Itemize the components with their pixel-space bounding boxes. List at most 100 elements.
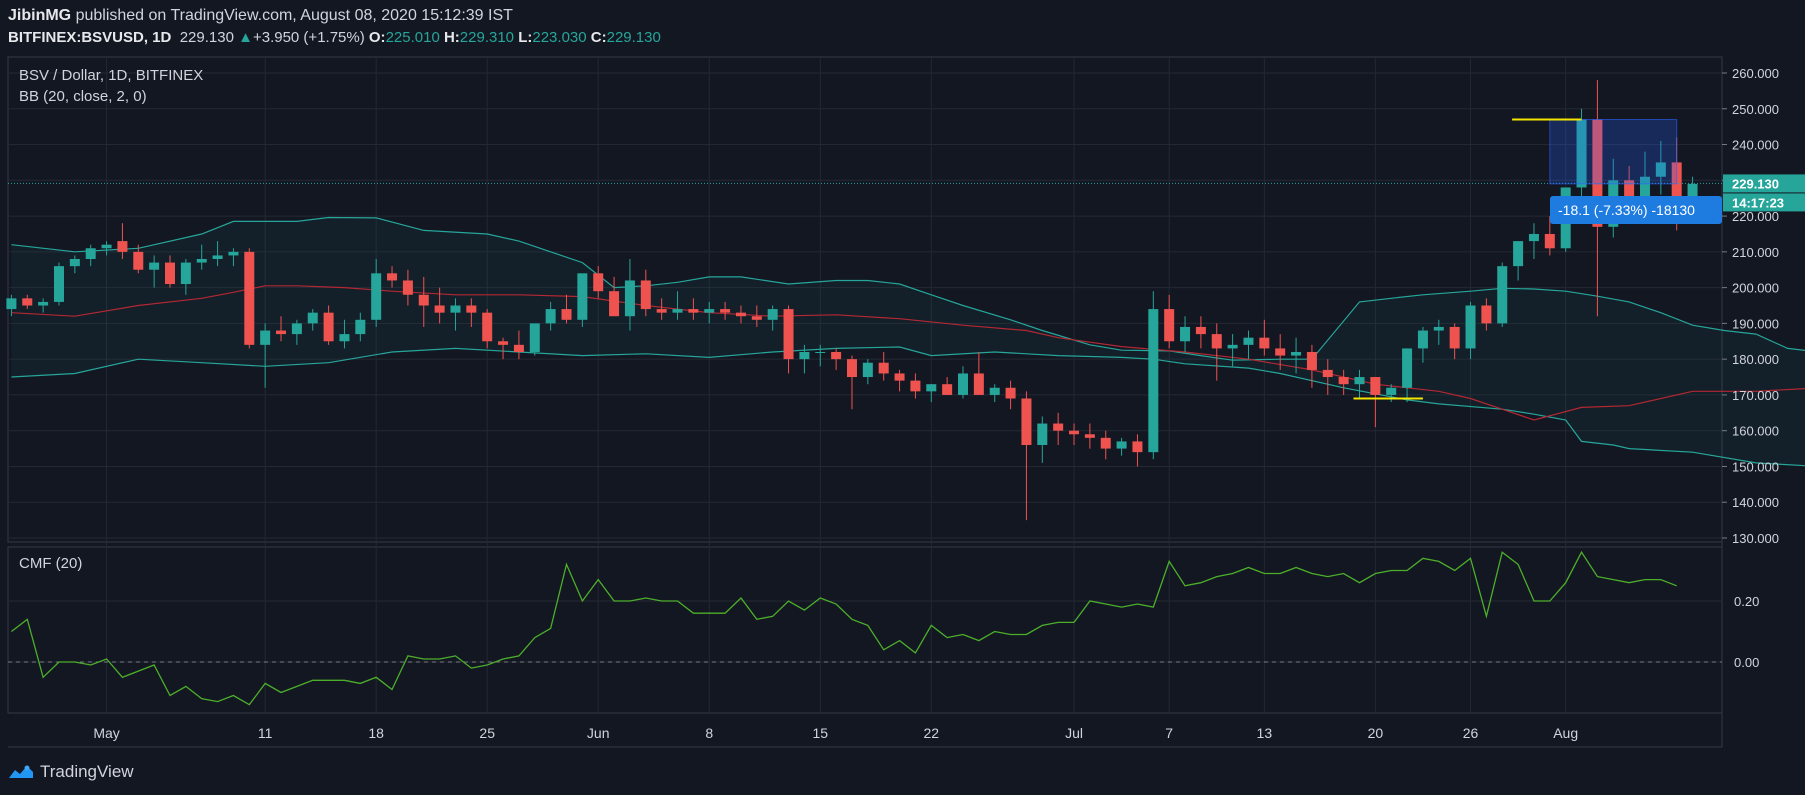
- candle-body[interactable]: [545, 309, 556, 324]
- candle-body[interactable]: [767, 309, 778, 320]
- candle-body[interactable]: [894, 373, 905, 381]
- candle-body[interactable]: [529, 323, 540, 352]
- candle-body[interactable]: [1497, 266, 1508, 324]
- candle-body[interactable]: [1084, 434, 1095, 438]
- candle-body[interactable]: [228, 251, 239, 256]
- candle-body[interactable]: [751, 316, 762, 320]
- measure-box[interactable]: [1549, 119, 1678, 185]
- candle-body[interactable]: [688, 309, 699, 313]
- candle-body[interactable]: [387, 273, 398, 281]
- candle-body[interactable]: [958, 373, 968, 395]
- candle-body[interactable]: [704, 309, 715, 313]
- candle-body[interactable]: [101, 244, 112, 249]
- footer-brand[interactable]: TradingView: [8, 762, 134, 782]
- candle-body[interactable]: [1053, 423, 1064, 431]
- candle-body[interactable]: [276, 330, 287, 335]
- candle-body[interactable]: [1037, 423, 1048, 445]
- candle-body[interactable]: [434, 305, 445, 313]
- measure-label-bg[interactable]: [1550, 196, 1722, 224]
- candle-body[interactable]: [1687, 183, 1698, 199]
- candle-body[interactable]: [133, 251, 144, 270]
- candle-body[interactable]: [1243, 337, 1254, 345]
- candle-body[interactable]: [1624, 180, 1635, 202]
- candle-body[interactable]: [307, 312, 318, 324]
- candle-body[interactable]: [815, 352, 826, 353]
- candle-body[interactable]: [196, 259, 207, 263]
- candle-body[interactable]: [624, 280, 635, 317]
- candle-body[interactable]: [466, 305, 477, 313]
- candle-body[interactable]: [53, 266, 64, 302]
- candle-body[interactable]: [1528, 233, 1539, 242]
- chart-title[interactable]: BSV / Dollar, 1D, BITFINEX: [19, 67, 204, 84]
- candle-body[interactable]: [656, 309, 667, 313]
- candle-body[interactable]: [1100, 437, 1111, 449]
- candle-body[interactable]: [1195, 326, 1206, 335]
- candle-body[interactable]: [942, 384, 953, 395]
- candle-body[interactable]: [1386, 387, 1397, 395]
- candle-body[interactable]: [371, 273, 382, 320]
- candle-body[interactable]: [1116, 441, 1127, 449]
- candle-body[interactable]: [609, 291, 620, 317]
- author-name[interactable]: JibinMG: [8, 7, 72, 24]
- candle-body[interactable]: [1275, 348, 1286, 356]
- candle-body[interactable]: [720, 309, 731, 313]
- candle-body[interactable]: [1465, 305, 1476, 349]
- candle-body[interactable]: [402, 280, 413, 295]
- candle-body[interactable]: [1164, 309, 1175, 342]
- candle-body[interactable]: [1370, 377, 1381, 395]
- candle-body[interactable]: [180, 262, 191, 285]
- candle-body[interactable]: [672, 309, 683, 313]
- candle-body[interactable]: [878, 362, 889, 374]
- candle-body[interactable]: [910, 380, 921, 392]
- candle-body[interactable]: [1402, 348, 1413, 388]
- candle-body[interactable]: [355, 319, 366, 335]
- candle-body[interactable]: [291, 323, 302, 335]
- candle-body[interactable]: [165, 262, 175, 285]
- candle-body[interactable]: [640, 280, 651, 310]
- candle-body[interactable]: [1338, 377, 1349, 385]
- candle-body[interactable]: [1576, 119, 1587, 188]
- candle-body[interactable]: [1005, 387, 1016, 399]
- candle-body[interactable]: [783, 309, 794, 360]
- candle-body[interactable]: [1449, 326, 1460, 349]
- candle-body[interactable]: [1069, 430, 1080, 435]
- candle-body[interactable]: [1513, 241, 1524, 267]
- candle-body[interactable]: [149, 262, 160, 270]
- bb-legend[interactable]: BB (20, close, 2, 0): [19, 88, 147, 105]
- candle-body[interactable]: [1322, 369, 1333, 378]
- candle-body[interactable]: [1148, 309, 1159, 453]
- candle-body[interactable]: [561, 309, 572, 320]
- candle-body[interactable]: [1021, 398, 1032, 446]
- candle-body[interactable]: [85, 248, 96, 259]
- candle-body[interactable]: [1291, 352, 1302, 356]
- candle-body[interactable]: [339, 334, 350, 342]
- candle-body[interactable]: [1132, 441, 1143, 453]
- candle-body[interactable]: [418, 294, 429, 306]
- candle-body[interactable]: [69, 259, 80, 267]
- candle-body[interactable]: [1433, 326, 1444, 331]
- candle-body[interactable]: [1306, 352, 1317, 370]
- candle-body[interactable]: [862, 362, 873, 378]
- candle-body[interactable]: [989, 387, 1000, 395]
- candle-body[interactable]: [212, 255, 223, 259]
- candle-body[interactable]: [1354, 377, 1365, 385]
- candle-body[interactable]: [1592, 119, 1603, 227]
- candle-body[interactable]: [593, 273, 604, 292]
- candle-body[interactable]: [260, 330, 271, 345]
- candle-body[interactable]: [799, 352, 810, 360]
- cmf-legend[interactable]: CMF (20): [19, 555, 83, 572]
- candle-body[interactable]: [482, 312, 493, 342]
- candle-body[interactable]: [6, 298, 17, 310]
- candle-body[interactable]: [1417, 330, 1428, 349]
- candle-body[interactable]: [1639, 176, 1650, 202]
- candle-body[interactable]: [117, 241, 128, 252]
- candle-body[interactable]: [735, 312, 746, 317]
- candle-body[interactable]: [1259, 337, 1270, 349]
- candle-body[interactable]: [577, 273, 588, 320]
- candle-body[interactable]: [1180, 326, 1191, 342]
- candle-body[interactable]: [513, 344, 524, 352]
- candle-body[interactable]: [926, 384, 937, 392]
- candle-body[interactable]: [498, 341, 509, 345]
- candle-body[interactable]: [973, 373, 984, 395]
